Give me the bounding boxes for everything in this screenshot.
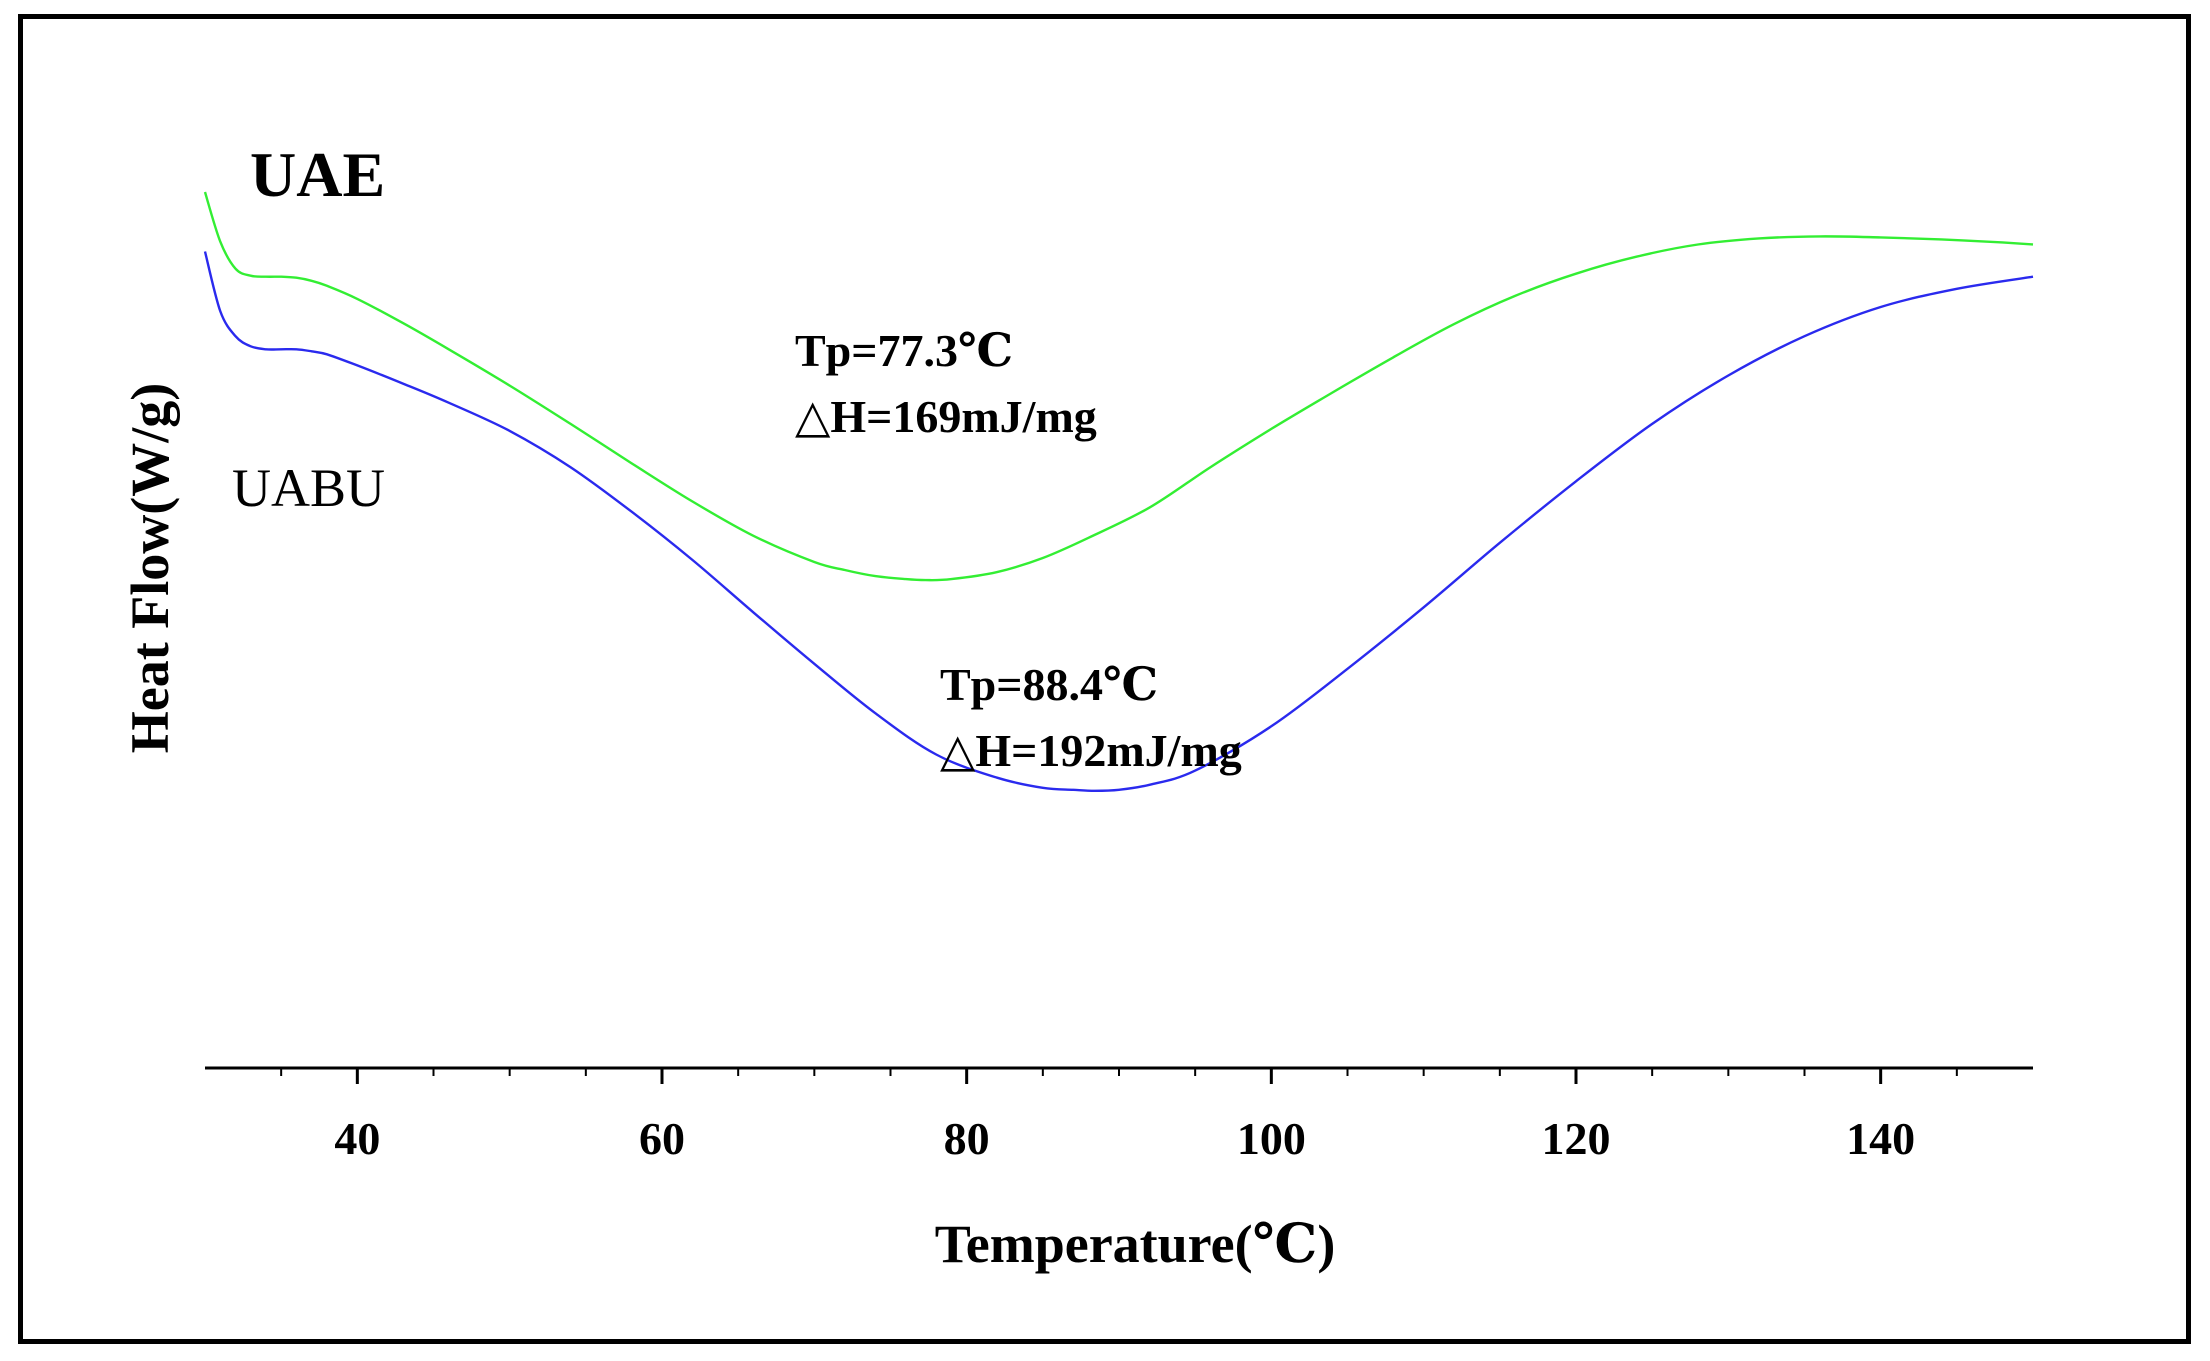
series-line-uae [203,191,2034,582]
curves-layer [203,191,2034,793]
x-tick-label: 140 [1846,1113,1915,1164]
x-tick-label: 80 [944,1113,990,1164]
annotation-uabu-tp: Tp=88.4℃ [940,659,1158,710]
x-tick-label: 60 [639,1113,685,1164]
annotation-uae-tp: Tp=77.3℃ [795,325,1013,376]
y-axis-label: Heat Flow(W/g) [120,383,180,753]
x-axis-label: Temperature(℃) [935,1214,1336,1274]
x-tick-label: 100 [1237,1113,1306,1164]
series-label-uae: UAE [250,139,385,210]
annotation-uabu-dh: △H=192mJ/mg [940,725,1242,776]
x-tick-label: 120 [1542,1113,1611,1164]
series-label-uabu: UABU [232,458,385,518]
x-axis: 40 60 80 100 120 140 [205,1066,2033,1164]
series-line-uabu [203,251,2034,793]
x-tick-label: 40 [334,1113,380,1164]
annotation-uae-dh: △H=169mJ/mg [795,391,1097,442]
